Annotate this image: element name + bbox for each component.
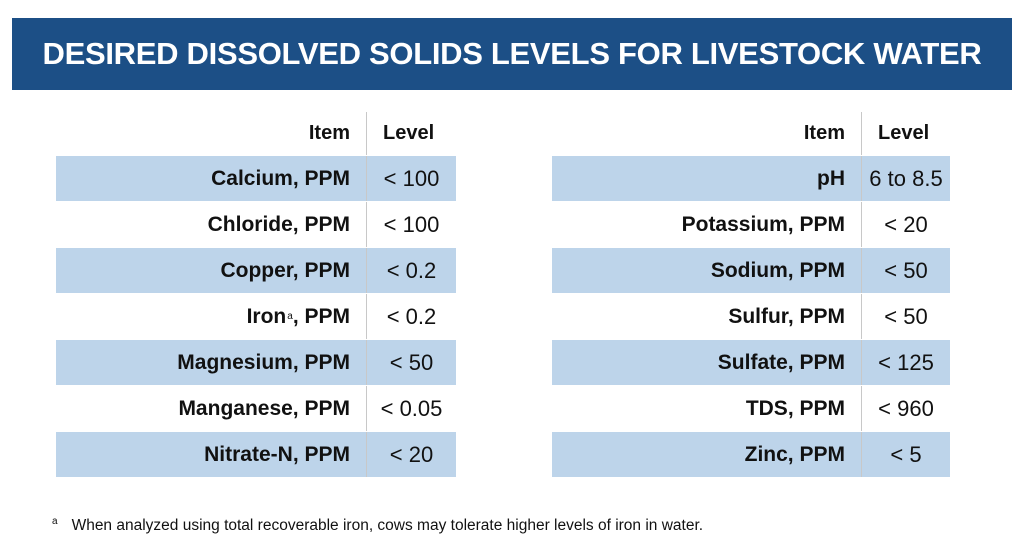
column-header-level: Level: [878, 122, 930, 144]
item-unit: , PPM: [292, 304, 350, 328]
table-row: TDS, PPM < 960: [552, 386, 950, 431]
footnote: a When analyzed using total recoverable i…: [52, 516, 992, 535]
item-cell: Sulfur, PPM: [552, 294, 862, 339]
table-row: Potassium, PPM < 20: [552, 202, 950, 247]
column-header-item: Item: [552, 112, 862, 155]
item-cell: Manganese, PPM: [56, 386, 367, 431]
level-cell: < 0.2: [386, 257, 437, 283]
table-row: Calcium, PPM < 100: [56, 156, 456, 201]
table-row: Magnesium, PPM < 50: [56, 340, 456, 385]
table-row: Manganese, PPM < 0.05: [56, 386, 456, 431]
item-cell: Iron a, PPM: [56, 294, 367, 339]
page-title: DESIRED DISSOLVED SOLIDS LEVELS FOR LIVE…: [42, 36, 982, 71]
item-cell: pH: [552, 156, 862, 201]
table-row: Sulfur, PPM < 50: [552, 294, 950, 339]
right-table: Item Level pH 6 to 8.5 Potassium, PPM < …: [552, 112, 950, 478]
level-cell: < 20: [389, 441, 434, 467]
item-name: Iron: [246, 304, 287, 328]
level-cell: < 100: [383, 165, 440, 191]
item-cell: Zinc, PPM: [552, 432, 862, 477]
level-cell: 6 to 8.5: [869, 165, 943, 191]
left-table: Item Level Calcium, PPM < 100 Chloride, …: [56, 112, 456, 478]
table-row: Copper, PPM < 0.2: [56, 248, 456, 293]
level-cell: < 50: [389, 349, 434, 375]
item-cell: Sulfate, PPM: [552, 340, 862, 385]
table-header-row: Item Level: [552, 112, 950, 155]
level-cell: < 20: [884, 211, 928, 237]
table-row: Sodium, PPM < 50: [552, 248, 950, 293]
column-header-item: Item: [56, 112, 367, 155]
item-cell: Magnesium, PPM: [56, 340, 367, 385]
column-header-level: Level: [383, 122, 435, 144]
level-cell: < 0.2: [386, 303, 437, 329]
footnote-text: When analyzed using total recoverable ir…: [71, 517, 704, 535]
item-cell: Calcium, PPM: [56, 156, 367, 201]
level-cell: < 125: [878, 349, 934, 375]
table-row: Zinc, PPM < 5: [552, 432, 950, 477]
item-cell: Copper, PPM: [56, 248, 367, 293]
level-cell: < 50: [884, 257, 928, 283]
table-row: Iron a, PPM < 0.2: [56, 294, 456, 339]
item-cell: Nitrate-N, PPM: [56, 432, 367, 477]
title-banner: DESIRED DISSOLVED SOLIDS LEVELS FOR LIVE…: [12, 18, 1012, 90]
table-row: Chloride, PPM < 100: [56, 202, 456, 247]
item-cell: Sodium, PPM: [552, 248, 862, 293]
level-cell: < 0.05: [380, 395, 443, 421]
item-cell: Chloride, PPM: [56, 202, 367, 247]
table-row: pH 6 to 8.5: [552, 156, 950, 201]
level-cell: < 50: [884, 303, 928, 329]
item-cell: TDS, PPM: [552, 386, 862, 431]
item-cell: Potassium, PPM: [552, 202, 862, 247]
table-header-row: Item Level: [56, 112, 456, 155]
table-row: Nitrate-N, PPM < 20: [56, 432, 456, 477]
footnote-mark: a: [52, 516, 58, 527]
table-row: Sulfate, PPM < 125: [552, 340, 950, 385]
footnote-marker: a: [287, 311, 293, 322]
level-cell: < 5: [890, 441, 922, 467]
level-cell: < 100: [383, 211, 440, 237]
level-cell: < 960: [878, 395, 934, 421]
